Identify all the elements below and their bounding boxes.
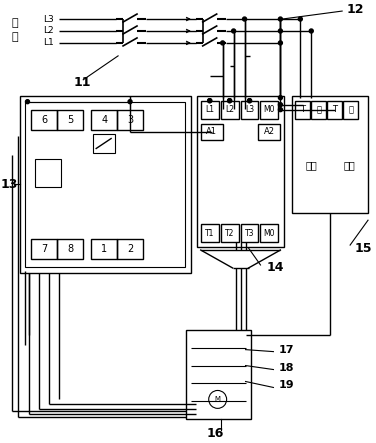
Circle shape [128,100,132,104]
Text: M: M [215,396,221,402]
Circle shape [278,96,282,100]
Circle shape [309,29,313,33]
Circle shape [227,99,232,103]
Bar [258,124,280,140]
Bar [343,101,358,119]
Bar [201,124,223,140]
Text: 12: 12 [346,3,364,16]
Text: T1: T1 [205,229,214,237]
Circle shape [221,41,224,45]
Circle shape [247,99,252,103]
Circle shape [247,99,252,103]
Text: 7: 7 [41,244,47,254]
Text: 16: 16 [207,427,224,440]
Text: L3: L3 [245,105,254,114]
Text: 进: 进 [316,105,321,114]
Text: A1: A1 [206,127,217,136]
Text: 3: 3 [127,115,133,124]
Circle shape [227,99,232,103]
Text: 2: 2 [127,244,133,254]
Text: 负载: 负载 [343,160,355,171]
Bar [91,239,117,259]
Bar [201,101,219,119]
Bar [58,110,83,129]
Text: 电源: 电源 [305,160,317,171]
Bar [197,96,284,247]
Text: T: T [332,105,337,114]
Circle shape [243,17,247,21]
Text: L1: L1 [205,105,214,114]
Bar [261,224,278,242]
Bar [93,133,115,153]
Bar [20,96,191,273]
Bar [311,101,326,119]
Text: A2: A2 [264,127,275,136]
Text: L2: L2 [43,27,54,35]
Bar [221,224,239,242]
Text: 15: 15 [354,241,371,255]
Text: T3: T3 [245,229,254,237]
Bar [32,239,58,259]
Bar [261,101,278,119]
Text: M0: M0 [264,105,275,114]
Text: 14: 14 [267,261,284,275]
Circle shape [298,17,302,21]
Text: 18: 18 [278,362,294,373]
Text: 1: 1 [101,244,107,254]
Bar [295,101,310,119]
Circle shape [208,99,212,103]
Bar [201,224,219,242]
Text: 19: 19 [278,381,294,390]
Circle shape [232,29,236,33]
Bar [58,239,83,259]
Text: L2: L2 [225,105,234,114]
Bar [91,110,117,129]
Text: 11: 11 [73,76,91,89]
Text: 6: 6 [41,115,47,124]
Text: 出: 出 [348,105,353,114]
Text: 5: 5 [67,115,73,124]
Bar [35,159,61,187]
Text: T2: T2 [225,229,234,237]
Bar [117,239,143,259]
Bar [293,96,368,213]
Text: T: T [300,105,305,114]
Text: L3: L3 [43,15,54,23]
Text: 13: 13 [1,178,18,191]
Text: M0: M0 [264,229,275,237]
Text: 电: 电 [11,18,18,28]
Text: 源: 源 [11,32,18,42]
Circle shape [278,103,282,107]
Text: L1: L1 [43,39,54,47]
Bar [186,330,250,420]
Text: 4: 4 [101,115,107,124]
Circle shape [208,99,212,103]
Bar [32,110,58,129]
Circle shape [278,108,282,112]
Circle shape [278,41,282,45]
Bar [327,101,342,119]
Circle shape [26,100,29,104]
Text: 8: 8 [67,244,73,254]
Bar [241,224,258,242]
Bar [241,101,258,119]
Text: 17: 17 [278,345,294,355]
Bar [117,110,143,129]
Circle shape [278,29,282,33]
Bar [26,102,185,267]
Circle shape [278,17,282,21]
Bar [221,101,239,119]
